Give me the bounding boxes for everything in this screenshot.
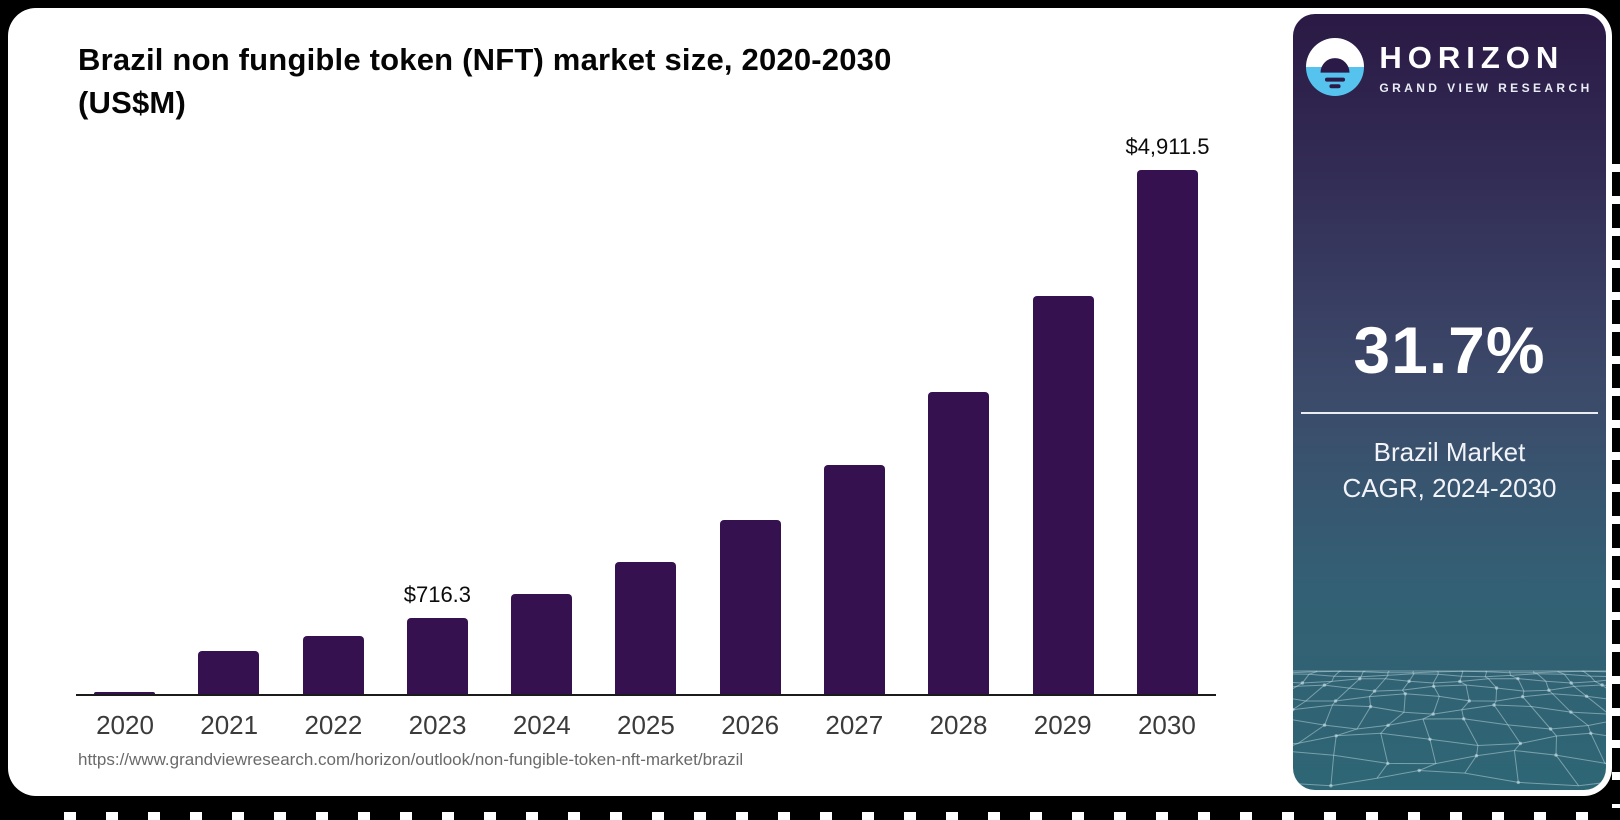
bar-value-label-2030: $4,911.5 xyxy=(1125,134,1210,159)
bar-chart-plot-area: $716.3 $4,911.5 xyxy=(76,134,1216,696)
sidebar: HORIZON GRAND VIEW RESEARCH 31.7% Brazil… xyxy=(1293,14,1606,790)
x-axis-label-2021: 2021 xyxy=(200,710,259,740)
bar-2030 xyxy=(1136,170,1198,694)
x-axis-label-2027: 2027 xyxy=(825,710,884,740)
bar-2021 xyxy=(198,651,260,694)
bar-column-2025 xyxy=(615,138,677,694)
bar-2022 xyxy=(302,636,364,694)
right-dashed-edge xyxy=(1612,140,1620,808)
bar-2025 xyxy=(615,562,677,694)
bar-2026 xyxy=(719,520,781,694)
x-axis-labels: 2020 2021 2022 2023 2024 2025 2026 2027 2028 2029… xyxy=(76,710,1216,741)
x-axis-label-2028: 2028 xyxy=(929,710,988,740)
bar-column-2022 xyxy=(302,138,364,694)
chart-title: Brazil non fungible token (NFT) market s… xyxy=(78,38,892,124)
brand-subtitle: GRAND VIEW RESEARCH xyxy=(1379,80,1593,95)
x-axis-label-2029: 2029 xyxy=(1033,710,1092,740)
bar-2028 xyxy=(928,392,990,694)
bar-column-2029 xyxy=(1032,138,1094,694)
bar-column-2021 xyxy=(198,138,260,694)
cagr-caption-line2: CAGR, 2024-2030 xyxy=(1342,473,1557,503)
x-axis-label-2026: 2026 xyxy=(721,710,780,740)
wireframe-mesh-graphic xyxy=(1293,670,1606,788)
bar-2029 xyxy=(1032,296,1094,694)
bar-column-2020 xyxy=(94,138,155,694)
bar-2023 xyxy=(406,618,468,694)
source-url: https://www.grandviewresearch.com/horizo… xyxy=(78,750,744,769)
cagr-stat-block: 31.7% Brazil Market CAGR, 2024-2030 xyxy=(1293,312,1606,506)
x-axis-label-2023: 2023 xyxy=(408,710,467,740)
cagr-value: 31.7% xyxy=(1353,313,1546,387)
bar-2024 xyxy=(511,594,573,694)
bottom-dashed-edge xyxy=(34,812,1612,820)
chart-title-line2: (US$M) xyxy=(78,85,186,120)
bar-column-2027 xyxy=(824,138,886,694)
bar-2020 xyxy=(94,692,155,694)
x-axis-label-2024: 2024 xyxy=(512,710,571,740)
horizon-sunset-logo-icon xyxy=(1306,38,1365,96)
brand-name: HORIZON xyxy=(1379,39,1565,75)
bar-column-2030: $4,911.5 xyxy=(1125,134,1209,694)
bar-column-2024 xyxy=(511,138,573,694)
bar-column-2023: $716.3 xyxy=(403,138,472,694)
stat-divider xyxy=(1301,412,1598,414)
brand-logo: HORIZON GRAND VIEW RESEARCH xyxy=(1293,14,1606,96)
infographic-card: Brazil non fungible token (NFT) market s… xyxy=(8,8,1612,796)
cagr-caption-line1: Brazil Market xyxy=(1373,437,1526,467)
bar-column-2028 xyxy=(928,138,990,694)
x-axis-label-2022: 2022 xyxy=(304,710,363,740)
chart-title-line1: Brazil non fungible token (NFT) market s… xyxy=(78,42,892,77)
x-axis-label-2020: 2020 xyxy=(96,710,154,740)
bar-column-2026 xyxy=(719,138,781,694)
x-axis-label-2025: 2025 xyxy=(617,710,675,740)
x-axis-label-2030: 2030 xyxy=(1137,710,1196,740)
bar-2027 xyxy=(824,465,886,694)
brand-text: HORIZON GRAND VIEW RESEARCH xyxy=(1379,40,1592,95)
bar-value-label-2023: $716.3 xyxy=(403,582,472,607)
